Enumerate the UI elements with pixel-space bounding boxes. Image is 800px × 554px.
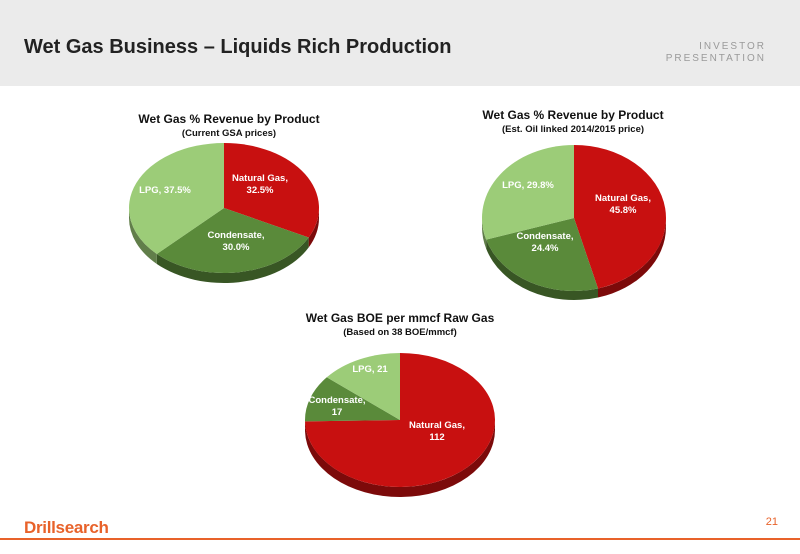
chart-1-slice-2-label: Condensate, 30.0% <box>207 230 264 253</box>
chart-3-slice-1 <box>305 353 495 487</box>
chart-3-title: Wet Gas BOE per mmcf Raw Gas <box>306 311 495 325</box>
chart-3-slice-2-label: Condensate, 17 <box>308 395 365 418</box>
chart-1: Wet Gas % Revenue by Product (Current GS… <box>129 112 320 283</box>
page-number: 21 <box>765 516 778 528</box>
chart-2: Wet Gas % Revenue by Product (Est. Oil l… <box>482 108 667 300</box>
chart-3: Wet Gas BOE per mmcf Raw Gas (Based on 3… <box>305 311 495 497</box>
chart-1-slice-1 <box>224 143 320 238</box>
chart-2-slice-3-side <box>482 218 487 249</box>
header-bar: Wet Gas Business – Liquids Rich Producti… <box>0 0 800 86</box>
footer-divider <box>0 538 800 540</box>
chart-1-slice-3-side <box>129 208 157 264</box>
chart-2-title: Wet Gas % Revenue by Product <box>482 108 663 122</box>
page-title: Wet Gas Business – Liquids Rich Producti… <box>24 36 452 58</box>
drillsearch-logo: Drillsearch <box>24 518 109 537</box>
chart-3-slice-2 <box>305 377 400 422</box>
chart-2-slice-3-label: LPG, 29.8% <box>502 180 554 191</box>
chart-2-slice-1-label: Natural Gas, 45.8% <box>595 193 651 216</box>
chart-1-subtitle: (Current GSA prices) <box>182 128 276 139</box>
chart-1-slice-1-side <box>308 208 319 248</box>
chart-2-subtitle: (Est. Oil linked 2014/2015 price) <box>502 124 644 135</box>
chart-3-slice-3-label: LPG, 21 <box>352 364 388 375</box>
chart-3-pie: Natural Gas, 112 Condensate, 17 LPG, 21 <box>305 353 495 497</box>
chart-1-title: Wet Gas % Revenue by Product <box>138 112 319 126</box>
chart-3-slice-1-label: Natural Gas, 112 <box>409 420 465 443</box>
chart-1-slice-2-side <box>156 237 309 283</box>
chart-2-slice-1-side <box>597 218 666 298</box>
chart-2-slice-2-label: Condensate, 24.4% <box>516 231 573 254</box>
chart-2-slice-2-side <box>486 239 598 300</box>
chart-1-slice-3-label: LPG, 37.5% <box>139 185 191 196</box>
tag-line-1: INVESTOR <box>699 41 766 52</box>
investor-presentation-tag: INVESTOR PRESENTATION <box>666 41 766 65</box>
chart-2-pie: Natural Gas, 45.8% Condensate, 24.4% LPG, 29… <box>482 145 667 300</box>
chart-2-slice-3 <box>482 145 574 240</box>
chart-1-slice-3 <box>129 143 224 254</box>
chart-2-slice-2 <box>486 218 598 291</box>
chart-1-pie: Natural Gas, 32.5% Condensate, 30.0% LPG, 37… <box>129 143 320 283</box>
chart-2-slice-1 <box>574 145 667 289</box>
chart-3-subtitle: (Based on 38 BOE/mmcf) <box>343 327 457 338</box>
charts-canvas: Wet Gas % Revenue by Product (Current GS… <box>129 108 667 497</box>
chart-1-slice-1-label: Natural Gas, 32.5% <box>232 173 288 196</box>
tag-line-2: PRESENTATION <box>665 53 766 64</box>
chart-3-slice-3 <box>326 353 400 420</box>
chart-1-slice-2 <box>156 208 309 273</box>
